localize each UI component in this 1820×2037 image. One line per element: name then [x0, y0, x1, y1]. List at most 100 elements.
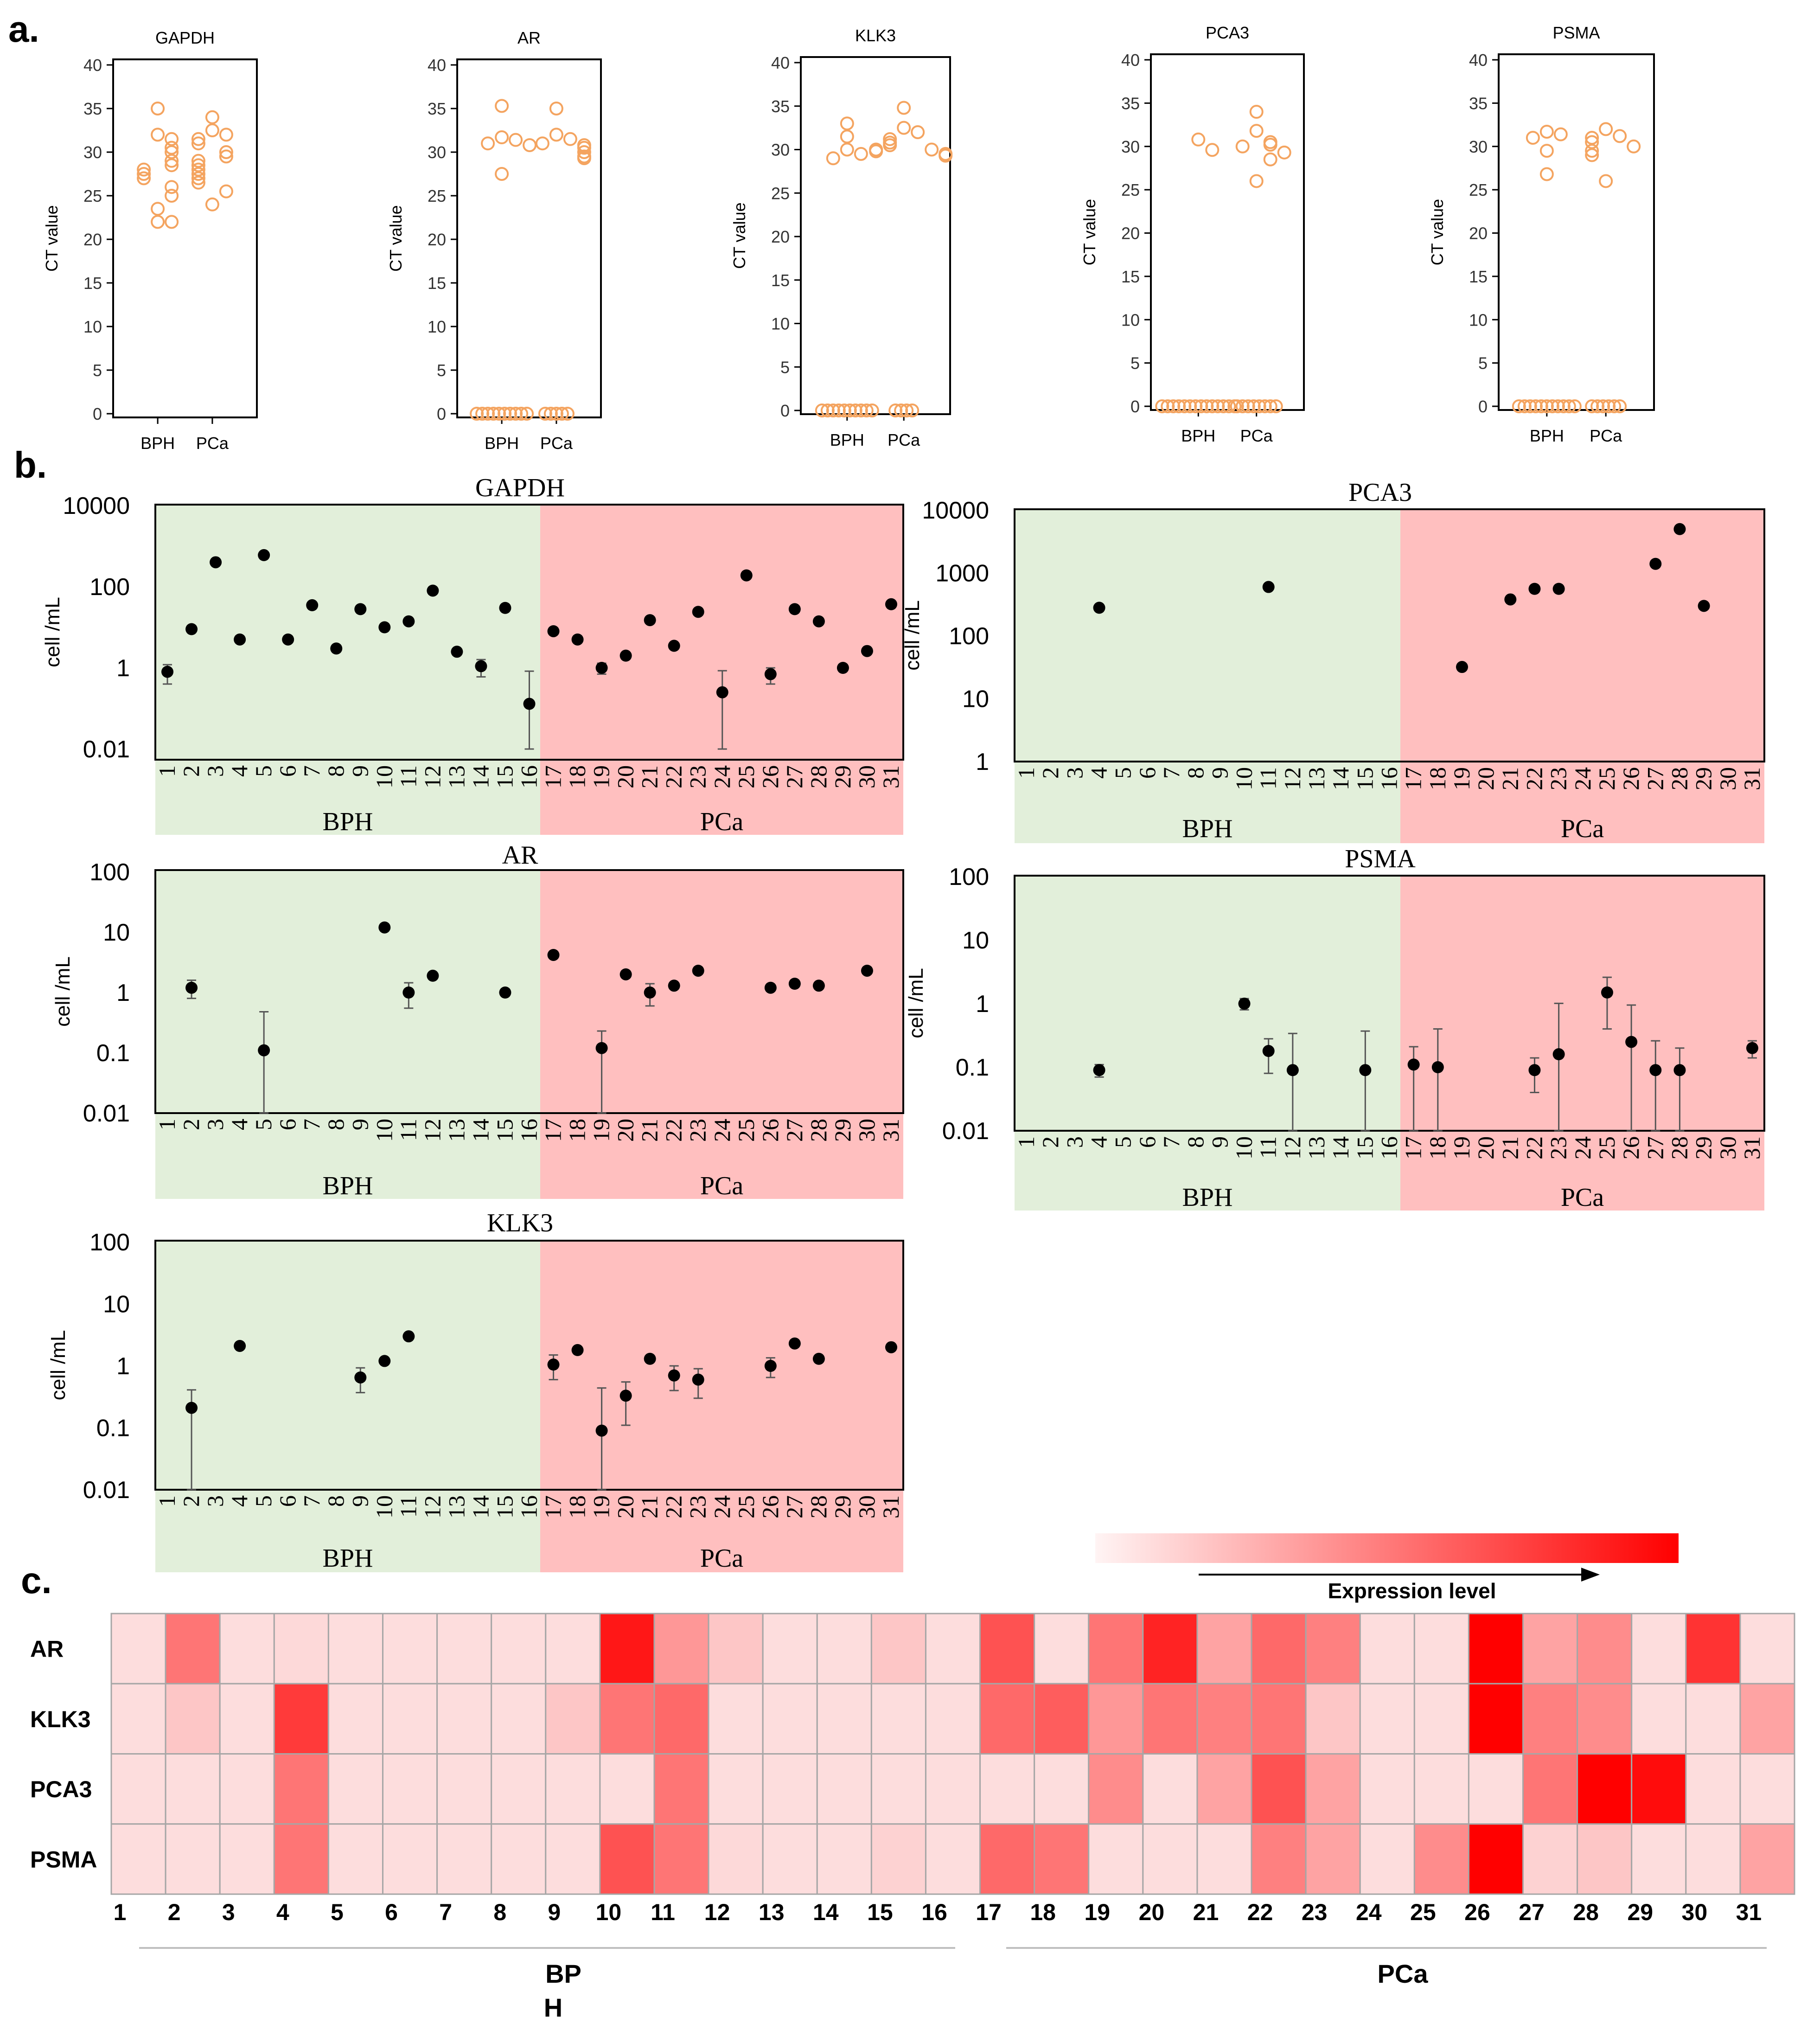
sample-label: 7	[299, 1495, 325, 1507]
sample-label: 2	[1037, 1136, 1063, 1148]
ct-point	[495, 99, 509, 113]
ct-point	[840, 116, 854, 131]
heatmap-cell	[436, 1683, 492, 1755]
ct-point	[1613, 129, 1627, 143]
y-tick-label: 10	[771, 314, 790, 333]
heatmap-cell	[1034, 1823, 1090, 1895]
sample-label: 29	[1691, 1136, 1717, 1159]
bph-background	[155, 870, 540, 1199]
heatmap-cell	[870, 1823, 926, 1895]
heatmap-cell	[1577, 1753, 1633, 1825]
heatmap-cell	[979, 1823, 1035, 1895]
heatmap-cell	[327, 1753, 383, 1825]
ct-point-zero	[560, 407, 575, 421]
heatmap-cell	[762, 1613, 818, 1685]
x-tick-label: PCa	[1240, 426, 1273, 445]
sample-label: 13	[443, 1495, 469, 1518]
heatmap-cell	[491, 1823, 547, 1895]
heatmap-col-label: 14	[813, 1899, 839, 1925]
data-point	[1359, 1064, 1372, 1076]
ct-point	[577, 145, 591, 159]
heatmap-cell	[545, 1683, 601, 1755]
pca-background	[540, 870, 903, 1199]
y-axis-label: cell /mL	[41, 597, 64, 667]
data-point	[740, 569, 753, 582]
ct-point	[151, 128, 165, 142]
x-tick-label: PCa	[888, 430, 920, 449]
heatmap-col-label: 3	[222, 1899, 235, 1925]
ct-point-zero	[1222, 399, 1236, 413]
heatmap-col-label: 10	[596, 1899, 622, 1925]
data-point	[812, 980, 825, 992]
sample-label: 7	[299, 765, 325, 777]
data-point	[499, 986, 511, 999]
data-point	[402, 986, 415, 999]
heatmap-cell	[1305, 1613, 1361, 1685]
sample-label: 1	[154, 765, 180, 777]
y-tick-label: 35	[1121, 94, 1140, 113]
sample-label: 28	[805, 1119, 831, 1142]
heatmap-col-label: 30	[1682, 1899, 1708, 1925]
heatmap-cell	[1088, 1613, 1144, 1685]
heatmap-col-label: 26	[1464, 1899, 1490, 1925]
heatmap-cell	[1685, 1823, 1741, 1895]
sample-label: 26	[1618, 767, 1644, 790]
heatmap-col-label: 13	[759, 1899, 785, 1925]
sample-label: 26	[1618, 1136, 1644, 1159]
plot-title: GAPDH	[475, 474, 565, 502]
data-point	[812, 1352, 825, 1365]
ct-point	[495, 167, 509, 181]
data-point	[1262, 581, 1275, 593]
sample-label: 9	[347, 765, 373, 777]
heatmap-cell	[816, 1683, 872, 1755]
sample-label: 20	[613, 1119, 639, 1142]
sample-label: 21	[637, 1495, 663, 1518]
heatmap-cell	[653, 1823, 709, 1895]
sample-label: 25	[733, 1495, 759, 1518]
y-tick-label: 15	[1121, 267, 1140, 286]
sample-label: 12	[1279, 767, 1305, 790]
sample-label: 27	[781, 1119, 807, 1142]
y-axis-label: CT value	[730, 202, 749, 269]
data-point	[161, 666, 174, 678]
heatmap-cell	[870, 1683, 926, 1755]
ct-point	[1539, 144, 1554, 158]
ct-point-zero	[514, 407, 529, 421]
data-point	[378, 621, 391, 634]
heatmap-col-label: 1	[114, 1899, 127, 1925]
heatmap-cell	[436, 1753, 492, 1825]
ct-point-zero	[900, 404, 914, 417]
heatmap-group-pca: PCa	[1378, 1959, 1429, 1988]
heatmap-cell	[1468, 1823, 1524, 1895]
sample-label: 30	[1715, 1136, 1741, 1159]
ct-point	[549, 128, 563, 142]
sample-label: 9	[347, 1495, 373, 1507]
heatmap-cell	[816, 1753, 872, 1825]
sample-label: 15	[1352, 1136, 1378, 1159]
ct-point	[191, 136, 205, 151]
ct-point-zero	[555, 407, 569, 421]
y-tick-label: 25	[771, 184, 790, 203]
heatmap-cell	[273, 1683, 329, 1755]
sample-label: 28	[1666, 767, 1692, 790]
sample-label: 22	[1521, 767, 1547, 790]
sample-label: 10	[1231, 767, 1257, 790]
ct-plot-title: PSMA	[1552, 23, 1600, 42]
x-tick-label: BPH	[1530, 426, 1564, 445]
y-tick-label: 0.01	[83, 736, 130, 763]
sample-label: 9	[1207, 1136, 1232, 1148]
heatmap-cell	[219, 1753, 275, 1825]
heatmap-cell	[1739, 1613, 1795, 1685]
sample-label: 23	[685, 765, 711, 788]
ct-point	[897, 121, 911, 135]
data-point	[234, 1339, 246, 1352]
ct-point	[577, 141, 591, 155]
sample-label: 21	[1497, 767, 1523, 790]
heatmap-cell	[327, 1683, 383, 1755]
data-point	[1504, 593, 1517, 606]
ct-point	[137, 171, 151, 186]
data-point	[812, 615, 825, 628]
ct-point	[165, 132, 179, 146]
heatmap-cell	[273, 1753, 329, 1825]
